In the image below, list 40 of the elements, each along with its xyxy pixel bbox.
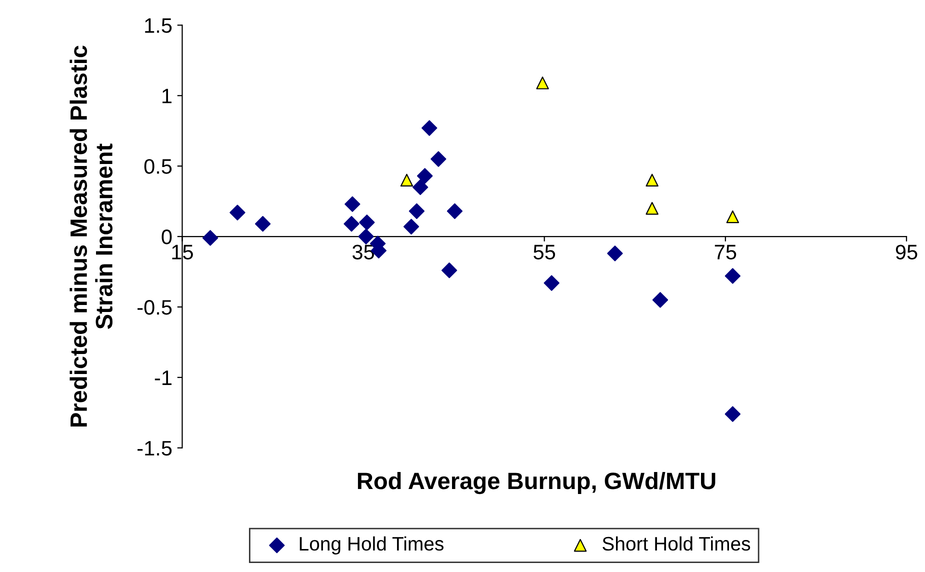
point (724, 406, 741, 422)
point (230, 204, 246, 220)
point (408, 203, 425, 219)
x-tick-label: 75 (714, 244, 736, 260)
point (646, 202, 658, 215)
y-tick-label: 0 (162, 230, 172, 244)
point (724, 268, 741, 284)
point (726, 210, 740, 224)
point (441, 262, 458, 278)
point (359, 214, 375, 230)
y-tick-label: 1.5 (145, 18, 172, 33)
y-axis-title: Predicted minus Measured Plastic Strain Incrament (70, 46, 112, 427)
x-tick-label: 35 (352, 244, 374, 260)
y-tick-label: 0.5 (144, 159, 172, 174)
point (422, 120, 438, 136)
point (544, 275, 560, 291)
y-tick-label: -1 (154, 370, 172, 385)
point (430, 151, 446, 167)
point (412, 179, 428, 196)
point (358, 228, 374, 244)
point (417, 168, 433, 184)
legend-label: Short Hold Times (602, 536, 750, 551)
point (536, 76, 549, 90)
point (607, 246, 623, 262)
point (202, 230, 218, 246)
legend-label: Long Hold Times (300, 536, 444, 554)
y-tick-label: -1.5 (138, 441, 172, 456)
point (344, 216, 360, 232)
x-axis-title: Rod Average Burnup, GWd/MTU (358, 472, 716, 494)
x-tick-label: 95 (896, 244, 918, 260)
point (400, 174, 414, 187)
point (646, 174, 658, 187)
y-tick-label: -0.5 (138, 300, 172, 315)
y-tick-label: 1 (162, 88, 172, 104)
point (446, 203, 463, 219)
point (652, 292, 668, 308)
point (254, 216, 271, 232)
point (403, 218, 420, 234)
x-tick-label: 55 (534, 244, 556, 260)
point (344, 196, 360, 212)
